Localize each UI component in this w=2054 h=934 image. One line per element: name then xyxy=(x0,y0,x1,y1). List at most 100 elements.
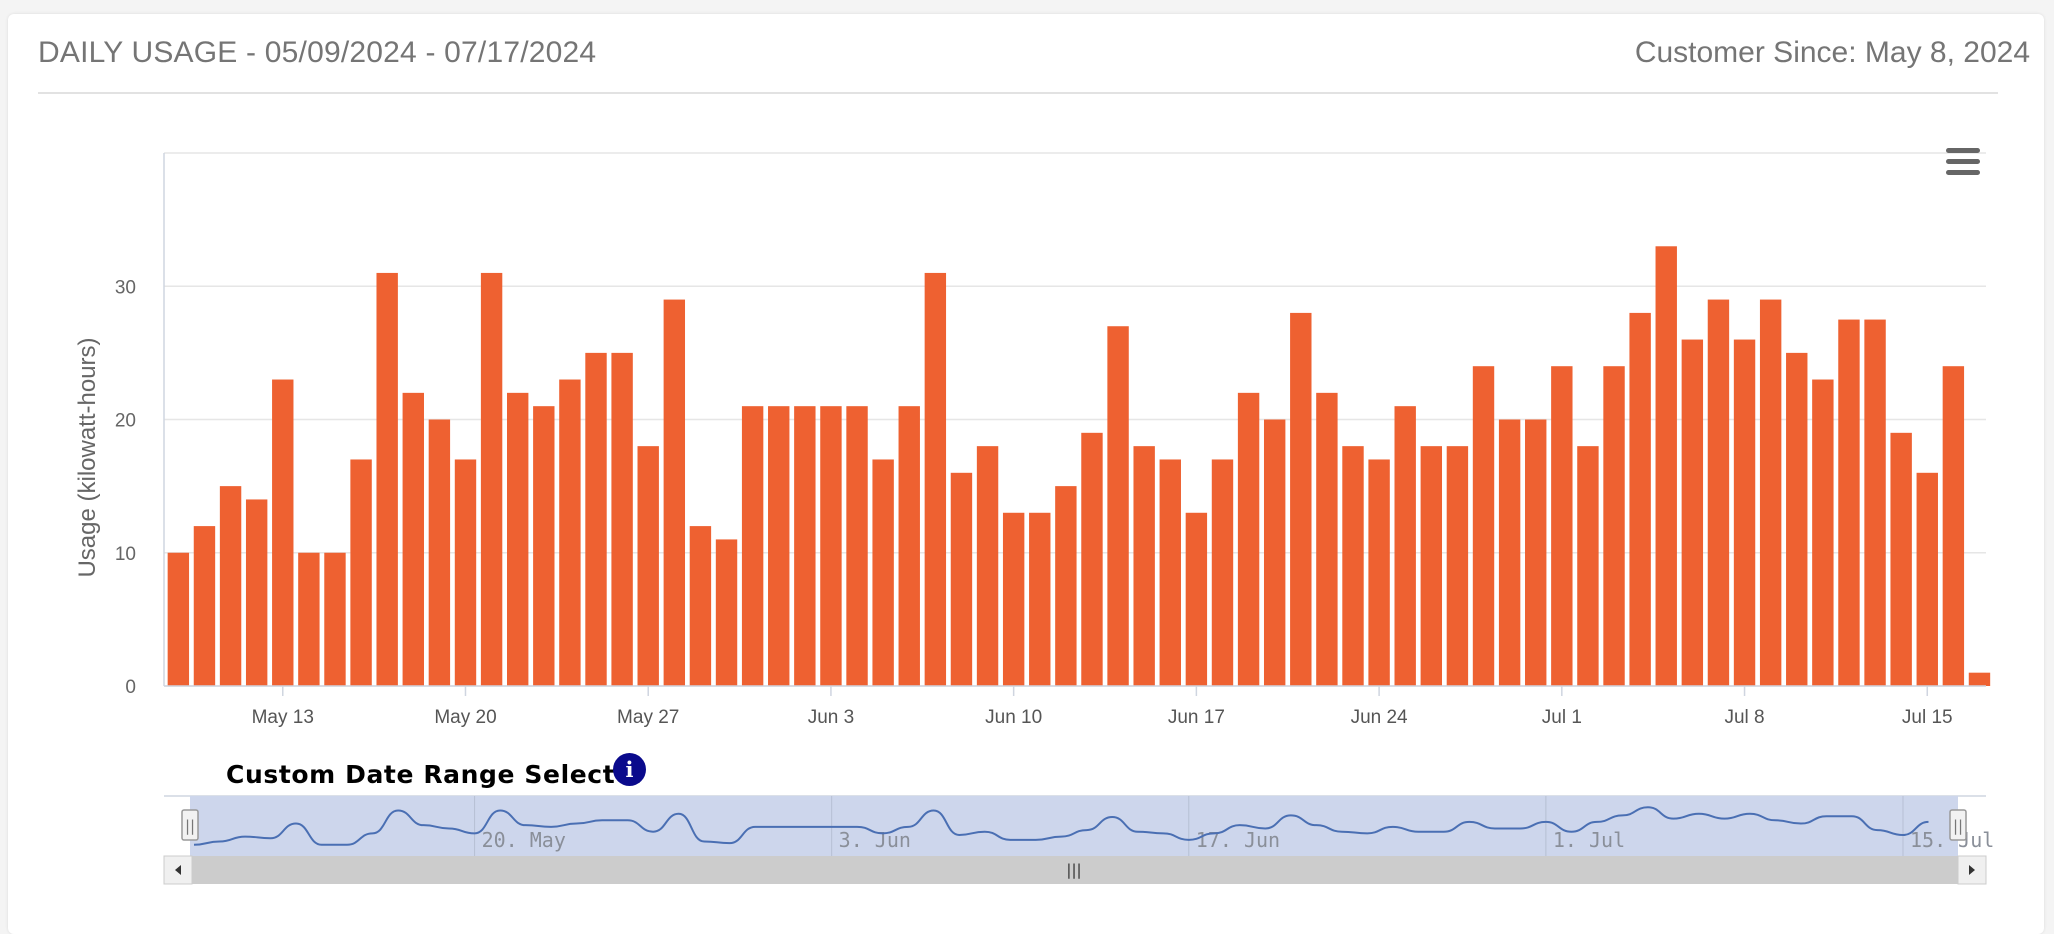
usage-bar[interactable] xyxy=(1681,339,1704,686)
y-tick-label: 20 xyxy=(115,411,136,432)
usage-bar[interactable] xyxy=(245,499,268,686)
usage-bar[interactable] xyxy=(1420,446,1443,686)
chevron-left-icon xyxy=(175,865,181,875)
usage-bar[interactable] xyxy=(585,352,607,686)
usage-bar[interactable] xyxy=(506,392,529,686)
x-tick-label: Jun 10 xyxy=(985,707,1042,728)
usage-bar[interactable] xyxy=(898,406,920,686)
navigator-left-handle[interactable]: || xyxy=(181,809,199,841)
usage-bar[interactable] xyxy=(1342,446,1364,686)
usage-bar[interactable] xyxy=(533,406,555,686)
usage-bar[interactable] xyxy=(1446,446,1469,686)
usage-bar[interactable] xyxy=(1812,379,1834,686)
usage-bar[interactable] xyxy=(1942,366,1965,686)
usage-bar[interactable] xyxy=(820,406,842,686)
usage-bar[interactable] xyxy=(872,459,894,686)
usage-bar[interactable] xyxy=(1368,459,1390,686)
usage-bar[interactable] xyxy=(376,272,398,686)
navigator-title: Custom Date Range Selector xyxy=(226,760,646,789)
usage-bar[interactable] xyxy=(689,526,712,686)
usage-bar[interactable] xyxy=(1603,366,1625,686)
usage-bar[interactable] xyxy=(1002,512,1025,686)
usage-bar[interactable] xyxy=(1211,459,1234,686)
usage-bar[interactable] xyxy=(1107,326,1129,686)
usage-bar[interactable] xyxy=(1916,472,1938,686)
usage-bar[interactable] xyxy=(741,406,764,686)
usage-bar[interactable] xyxy=(454,459,477,686)
scrollbar-right-arrow-button[interactable] xyxy=(1957,855,1987,885)
usage-bar[interactable] xyxy=(1237,392,1260,686)
usage-bar[interactable] xyxy=(193,526,216,686)
usage-bar[interactable] xyxy=(1864,319,1886,686)
usage-bar[interactable] xyxy=(1133,446,1155,686)
scrollbar-thumb[interactable] xyxy=(190,856,1958,884)
usage-bar[interactable] xyxy=(1081,432,1103,686)
usage-bar[interactable] xyxy=(1655,246,1677,686)
usage-bar[interactable] xyxy=(1290,312,1312,686)
usage-bar[interactable] xyxy=(1029,512,1051,686)
usage-bar[interactable] xyxy=(1316,392,1338,686)
y-tick-label: 0 xyxy=(125,677,136,698)
usage-bar[interactable] xyxy=(402,392,424,686)
x-tick-label: Jul 15 xyxy=(1902,707,1953,728)
x-tick-label: Jun 3 xyxy=(808,707,854,728)
usage-bar[interactable] xyxy=(1707,299,1730,686)
header-divider xyxy=(38,92,1998,94)
handle-grip-glyph: || xyxy=(1953,817,1963,835)
navigator-tick-label: 1. Jul xyxy=(1553,828,1625,852)
usage-bar[interactable] xyxy=(768,406,790,686)
usage-bar[interactable] xyxy=(846,406,868,686)
y-axis-title: Usage (kilowatt-hours) xyxy=(74,337,101,577)
usage-bar[interactable] xyxy=(350,459,372,686)
usage-bar[interactable] xyxy=(219,486,242,686)
usage-bar[interactable] xyxy=(611,352,633,686)
usage-bar[interactable] xyxy=(1838,319,1860,686)
usage-bar[interactable] xyxy=(1498,419,1521,687)
page-title: DAILY USAGE - 05/09/2024 - 07/17/2024 xyxy=(38,36,597,69)
usage-bar[interactable] xyxy=(715,539,738,686)
usage-bar[interactable] xyxy=(1263,419,1286,687)
usage-bar[interactable] xyxy=(1394,406,1416,686)
usage-bar[interactable] xyxy=(1472,366,1495,686)
usage-bar[interactable] xyxy=(167,552,190,686)
y-tick-label: 30 xyxy=(115,277,136,298)
x-tick-label: May 27 xyxy=(617,707,679,728)
usage-bar[interactable] xyxy=(1525,419,1547,687)
navigator-selected-range[interactable] xyxy=(190,796,1958,856)
usage-bar[interactable] xyxy=(637,446,659,686)
usage-bar[interactable] xyxy=(1759,299,1782,686)
usage-bar[interactable] xyxy=(1786,352,1808,686)
navigator-tick-label: 20. May xyxy=(482,828,566,852)
usage-bar[interactable] xyxy=(976,446,999,686)
usage-bar[interactable] xyxy=(559,379,581,686)
usage-bar[interactable] xyxy=(1968,672,1991,686)
scrollbar-left-arrow-button[interactable] xyxy=(163,855,193,885)
usage-bar[interactable] xyxy=(1629,312,1651,686)
x-tick-label: Jun 24 xyxy=(1351,707,1408,728)
hamburger-menu-icon[interactable] xyxy=(1946,148,1980,178)
usage-bar[interactable] xyxy=(1733,339,1756,686)
x-tick-label: Jun 17 xyxy=(1168,707,1225,728)
usage-bar[interactable] xyxy=(1577,446,1599,686)
usage-bar[interactable] xyxy=(1551,366,1573,686)
date-range-navigator[interactable]: 20. May 3. Jun 17. Jun 1. Jul 15. Jul|| ||||| xyxy=(163,795,1994,885)
usage-bar[interactable] xyxy=(1159,459,1181,686)
chart-axes: 0 10 20 30 Usage (kilowatt-hours) May 13 May 2… xyxy=(74,153,1986,728)
scrollbar-grip: ||| xyxy=(1066,861,1081,879)
usage-bar[interactable] xyxy=(480,272,503,686)
usage-bar[interactable] xyxy=(1185,512,1208,686)
usage-bar[interactable] xyxy=(324,552,346,686)
usage-bar[interactable] xyxy=(924,272,947,686)
usage-bar[interactable] xyxy=(428,419,451,687)
info-icon[interactable]: i xyxy=(613,753,646,786)
usage-bar[interactable] xyxy=(298,552,320,686)
usage-bar[interactable] xyxy=(950,472,973,686)
navigator-right-handle[interactable]: || xyxy=(1949,809,1967,841)
usage-bar[interactable] xyxy=(1890,432,1912,686)
usage-bar[interactable] xyxy=(794,406,816,686)
navigator-series-line xyxy=(193,806,1929,846)
usage-bar[interactable] xyxy=(1055,486,1077,686)
usage-bar[interactable] xyxy=(272,379,294,686)
usage-bar[interactable] xyxy=(663,299,686,686)
